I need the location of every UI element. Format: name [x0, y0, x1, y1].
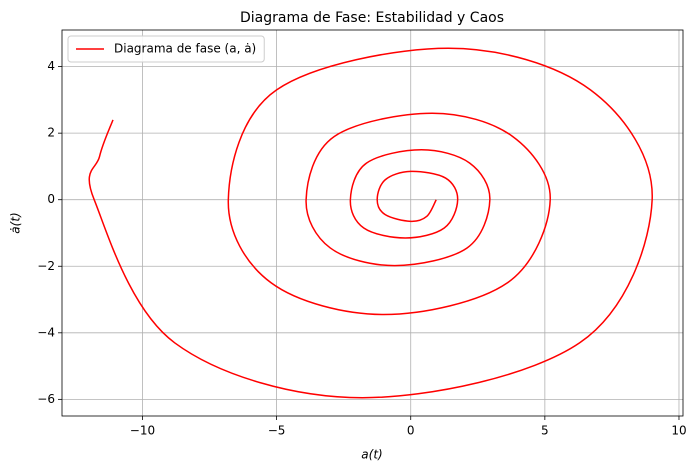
chart-title: Diagrama de Fase: Estabilidad y Caos	[240, 10, 504, 26]
y-tick-label: 2	[47, 126, 55, 140]
y-tick-label: −2	[37, 259, 55, 273]
legend-box	[67, 35, 265, 63]
plot-frame	[61, 29, 684, 417]
y-tick-label: −6	[37, 392, 55, 406]
y-tick-label: 0	[47, 192, 55, 206]
x-tick-label: −10	[130, 424, 155, 438]
x-tick-label: 10	[671, 424, 686, 438]
y-axis-label: ȧ(t)	[9, 212, 23, 233]
x-axis-label: a(t)	[361, 448, 382, 462]
legend-label: Diagrama de fase (a, ȧ)	[114, 42, 256, 56]
x-tick-label: 0	[407, 424, 415, 438]
x-tick-label: −5	[268, 424, 286, 438]
y-tick-label: 4	[47, 59, 55, 73]
y-tick-label: −4	[37, 325, 55, 339]
series-line	[88, 47, 653, 399]
x-tick-label: 5	[541, 424, 549, 438]
